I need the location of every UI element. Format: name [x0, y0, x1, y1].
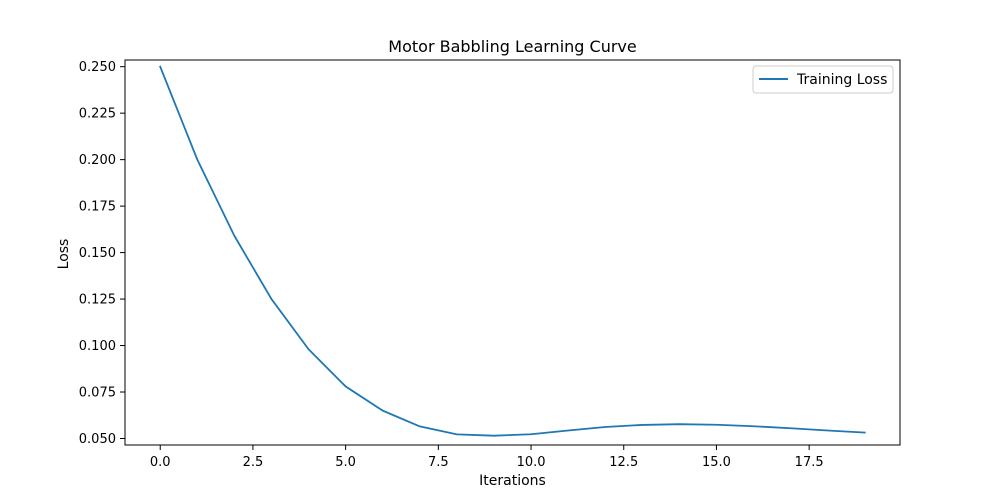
x-tick-label: 10.0	[517, 455, 546, 470]
x-tick-label: 15.0	[702, 455, 731, 470]
x-tick-label: 2.5	[243, 455, 264, 470]
x-tick-label: 5.0	[335, 455, 356, 470]
legend: Training Loss	[752, 65, 894, 94]
legend-frame	[752, 65, 894, 94]
plot-frame	[124, 59, 901, 446]
y-tick-label: 0.075	[79, 386, 116, 401]
x-tick-label: 0.0	[150, 455, 171, 470]
y-tick-label: 0.225	[79, 107, 116, 122]
legend-label-training-loss: Training Loss	[796, 72, 887, 88]
x-tick-label: 17.5	[795, 455, 824, 470]
x-axis: 0.0 2.5 5.0 7.5 10.0 12.5 15.0 17.5	[150, 445, 824, 470]
series-line-training-loss	[159, 65, 866, 437]
y-axis-label: Loss	[56, 239, 72, 270]
y-tick-label: 0.125	[79, 293, 116, 308]
y-tick-label: 0.175	[79, 200, 116, 215]
series-layer	[159, 65, 866, 437]
y-axis: 0.050 0.075 0.100 0.125 0.150 0.175 0.200 0.225…	[79, 60, 125, 447]
y-tick-label: 0.100	[79, 339, 116, 354]
y-tick-label: 0.200	[79, 153, 116, 168]
chart-title: Motor Babbling Learning Curve	[388, 37, 636, 56]
y-tick-label: 0.150	[79, 246, 116, 261]
x-tick-label: 7.5	[428, 455, 449, 470]
x-tick-label: 12.5	[609, 455, 638, 470]
y-tick-label: 0.050	[79, 432, 116, 447]
y-tick-label: 0.250	[79, 60, 116, 75]
x-axis-label: Iterations	[479, 473, 546, 489]
